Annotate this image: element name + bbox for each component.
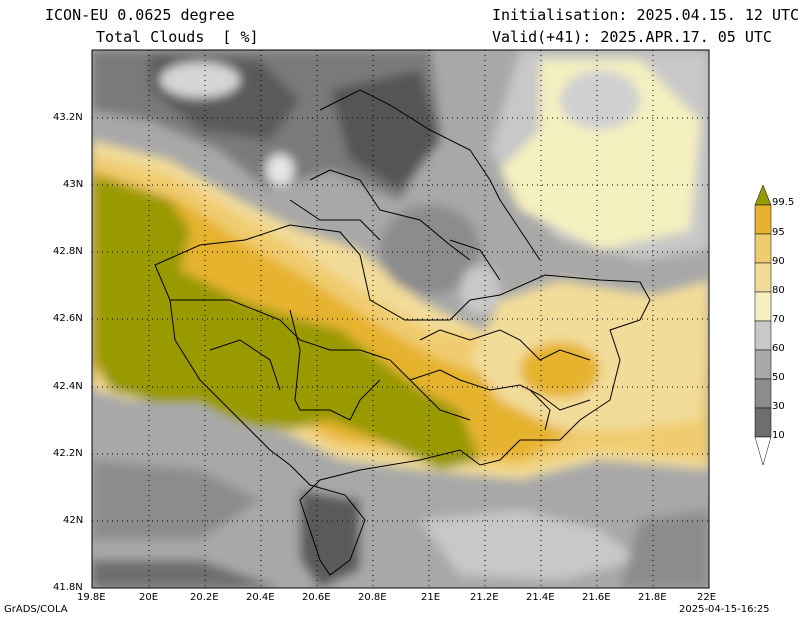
colorbar-label: 50 [772,372,785,383]
render-timestamp: 2025-04-15-16:25 [679,604,770,615]
colorbar-label: 95 [772,227,785,238]
y-tick-label: 42N [63,515,84,526]
field-title: Total Clouds [ %] [96,28,259,46]
colorbar-label: 10 [772,430,785,441]
colorbar [754,184,772,466]
x-tick-label: 21.2E [470,592,499,603]
colorbar-label: 90 [772,256,785,267]
map-frame [91,49,710,589]
x-tick-label: 21.4E [526,592,555,603]
colorbar-label: 70 [772,314,785,325]
x-tick-label: 20.4E [246,592,275,603]
border-lines [154,89,651,576]
y-tick-label: 43.2N [53,112,83,123]
y-tick-label: 42.6N [53,313,83,324]
colorbar-label: 80 [772,285,785,296]
x-tick-label: 19.8E [77,592,106,603]
colorbar-bottom-arrow [754,436,772,466]
x-tick-label: 22E [697,592,717,603]
y-tick-label: 42.2N [53,448,83,459]
y-tick-label: 42.4N [53,381,83,392]
x-tick-label: 20.8E [358,592,387,603]
valid-time: Valid(+41): 2025.APR.17. 05 UTC [492,28,772,46]
cloud-field [92,50,709,588]
y-tick-label: 43N [63,179,84,190]
colorbar-label: 99.5 [772,197,795,208]
model-title: ICON-EU 0.0625 degree [45,6,235,24]
x-tick-label: 21.8E [638,592,667,603]
y-tick-label: 41.8N [53,582,83,593]
y-tick-label: 42.8N [53,246,83,257]
x-tick-label: 21.6E [582,592,611,603]
colorbar-top-arrow [754,184,772,206]
colorbar-label: 60 [772,343,785,354]
init-time: Initialisation: 2025.04.15. 12 UTC [492,6,800,24]
x-tick-label: 21E [421,592,441,603]
grads-credit: GrADS/COLA [4,604,68,615]
colorbar-label: 30 [772,401,785,412]
x-tick-label: 20E [139,592,159,603]
x-tick-label: 20.2E [190,592,219,603]
x-tick-label: 20.6E [302,592,331,603]
